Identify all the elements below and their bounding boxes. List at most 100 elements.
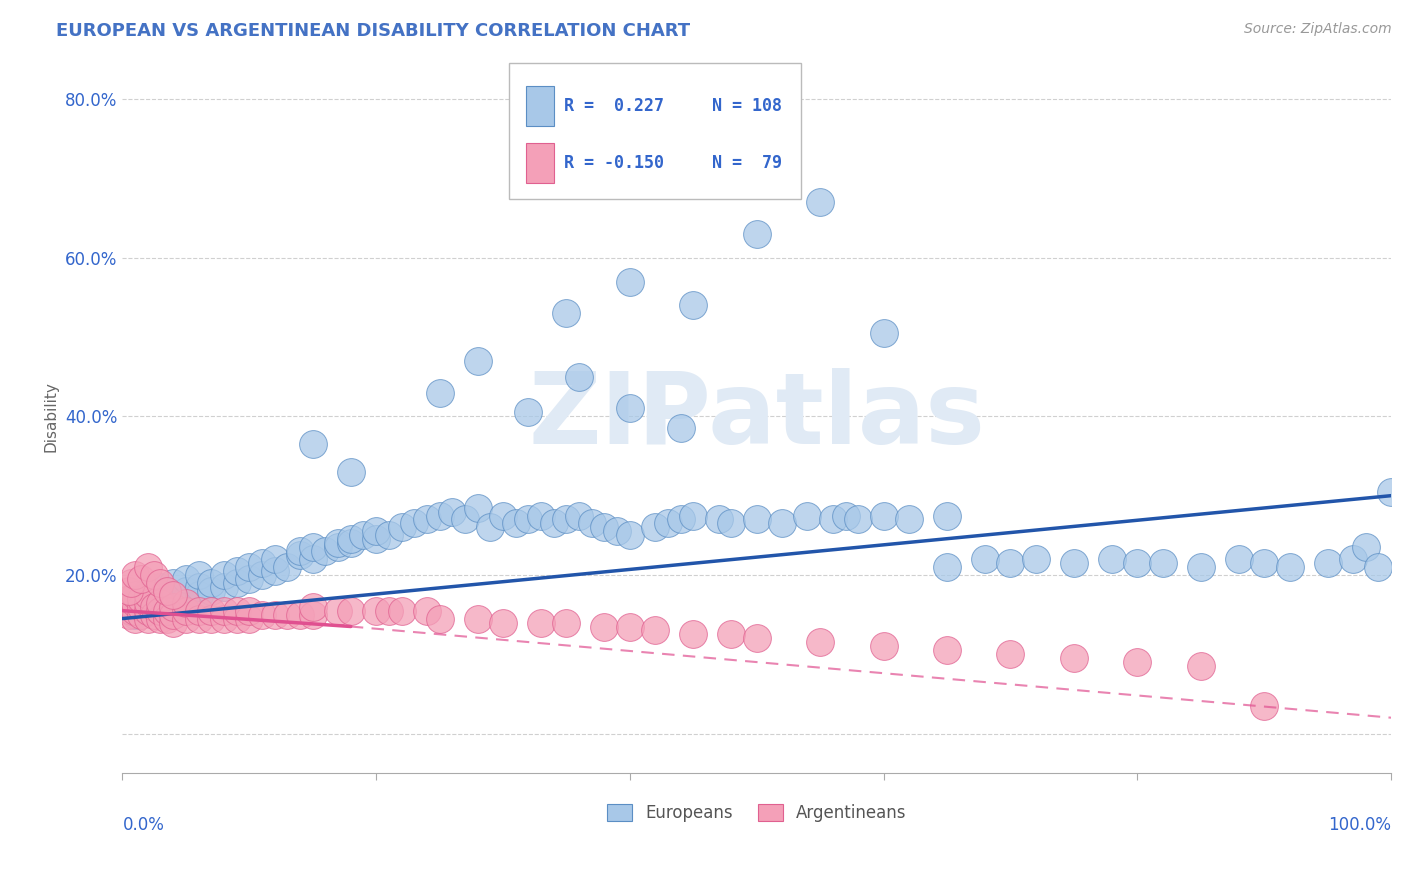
Point (124, 607, 146, 622)
Point (936, 508, 959, 523)
Point (1189, 659, 1212, 673)
Point (353, 528, 375, 542)
Point (156, 604, 179, 618)
Point (238, 611, 260, 625)
Point (187, 580, 209, 594)
Point (200, 583, 222, 598)
Point (555, 615, 578, 630)
Point (1278, 560, 1301, 574)
Point (162, 615, 184, 630)
Text: 100.0%: 100.0% (1329, 816, 1391, 834)
Point (821, 512, 844, 526)
Point (120, 596, 142, 610)
Point (467, 611, 489, 625)
Point (1189, 560, 1212, 574)
Point (162, 599, 184, 614)
Point (136, 604, 159, 618)
Point (156, 611, 179, 625)
Point (212, 568, 235, 582)
Point (619, 275, 641, 289)
Point (682, 627, 704, 641)
Point (1341, 552, 1364, 566)
Point (263, 552, 285, 566)
Point (136, 611, 159, 625)
Point (1101, 552, 1123, 566)
Point (505, 516, 527, 531)
Point (378, 604, 401, 618)
Point (1253, 698, 1275, 713)
Point (1253, 556, 1275, 570)
Point (238, 604, 260, 618)
Point (143, 599, 166, 614)
Point (124, 611, 146, 625)
Point (131, 591, 153, 606)
Point (118, 607, 141, 622)
Point (187, 604, 209, 618)
Point (644, 520, 666, 534)
Point (720, 516, 742, 531)
Point (162, 575, 184, 590)
Point (897, 512, 920, 526)
Point (404, 516, 426, 531)
Point (669, 512, 692, 526)
Text: R = -0.150: R = -0.150 (564, 154, 664, 172)
Point (162, 588, 184, 602)
Point (1354, 540, 1376, 554)
Point (416, 512, 439, 526)
Point (120, 604, 142, 618)
Bar (526, 87, 554, 126)
Point (174, 604, 197, 618)
Point (745, 227, 768, 241)
Point (288, 544, 311, 558)
Point (136, 596, 159, 610)
Point (276, 607, 298, 622)
Point (250, 556, 273, 570)
Point (872, 326, 894, 340)
Point (517, 512, 540, 526)
Point (936, 643, 959, 657)
Point (174, 583, 197, 598)
Point (250, 568, 273, 582)
Point (530, 508, 553, 523)
Point (593, 520, 616, 534)
Y-axis label: Disability: Disability (44, 381, 58, 452)
Point (1000, 647, 1022, 661)
Point (1000, 556, 1022, 570)
Point (593, 619, 616, 633)
Point (187, 611, 209, 625)
Point (124, 596, 146, 610)
Point (1126, 655, 1149, 669)
Point (682, 508, 704, 523)
Point (808, 195, 831, 210)
Point (846, 512, 869, 526)
Text: 0.0%: 0.0% (122, 816, 165, 834)
Point (200, 575, 222, 590)
Point (131, 572, 153, 586)
Point (149, 575, 172, 590)
Point (1316, 556, 1339, 570)
Point (644, 624, 666, 638)
Point (391, 604, 413, 618)
Point (936, 560, 959, 574)
Point (301, 607, 323, 622)
Text: EUROPEAN VS ARGENTINEAN DISABILITY CORRELATION CHART: EUROPEAN VS ARGENTINEAN DISABILITY CORRE… (56, 22, 690, 40)
Point (174, 572, 197, 586)
Point (429, 611, 451, 625)
Point (276, 560, 298, 574)
Point (339, 465, 361, 479)
Point (366, 533, 388, 547)
Text: R =  0.227: R = 0.227 (564, 97, 664, 115)
Point (238, 572, 260, 586)
Point (136, 604, 159, 618)
Point (366, 524, 388, 539)
Point (796, 508, 818, 523)
Point (339, 536, 361, 550)
Point (143, 568, 166, 582)
Point (288, 607, 311, 622)
Point (314, 544, 336, 558)
Point (174, 591, 197, 606)
Point (467, 354, 489, 368)
Point (669, 421, 692, 435)
Point (326, 536, 349, 550)
Point (517, 405, 540, 419)
